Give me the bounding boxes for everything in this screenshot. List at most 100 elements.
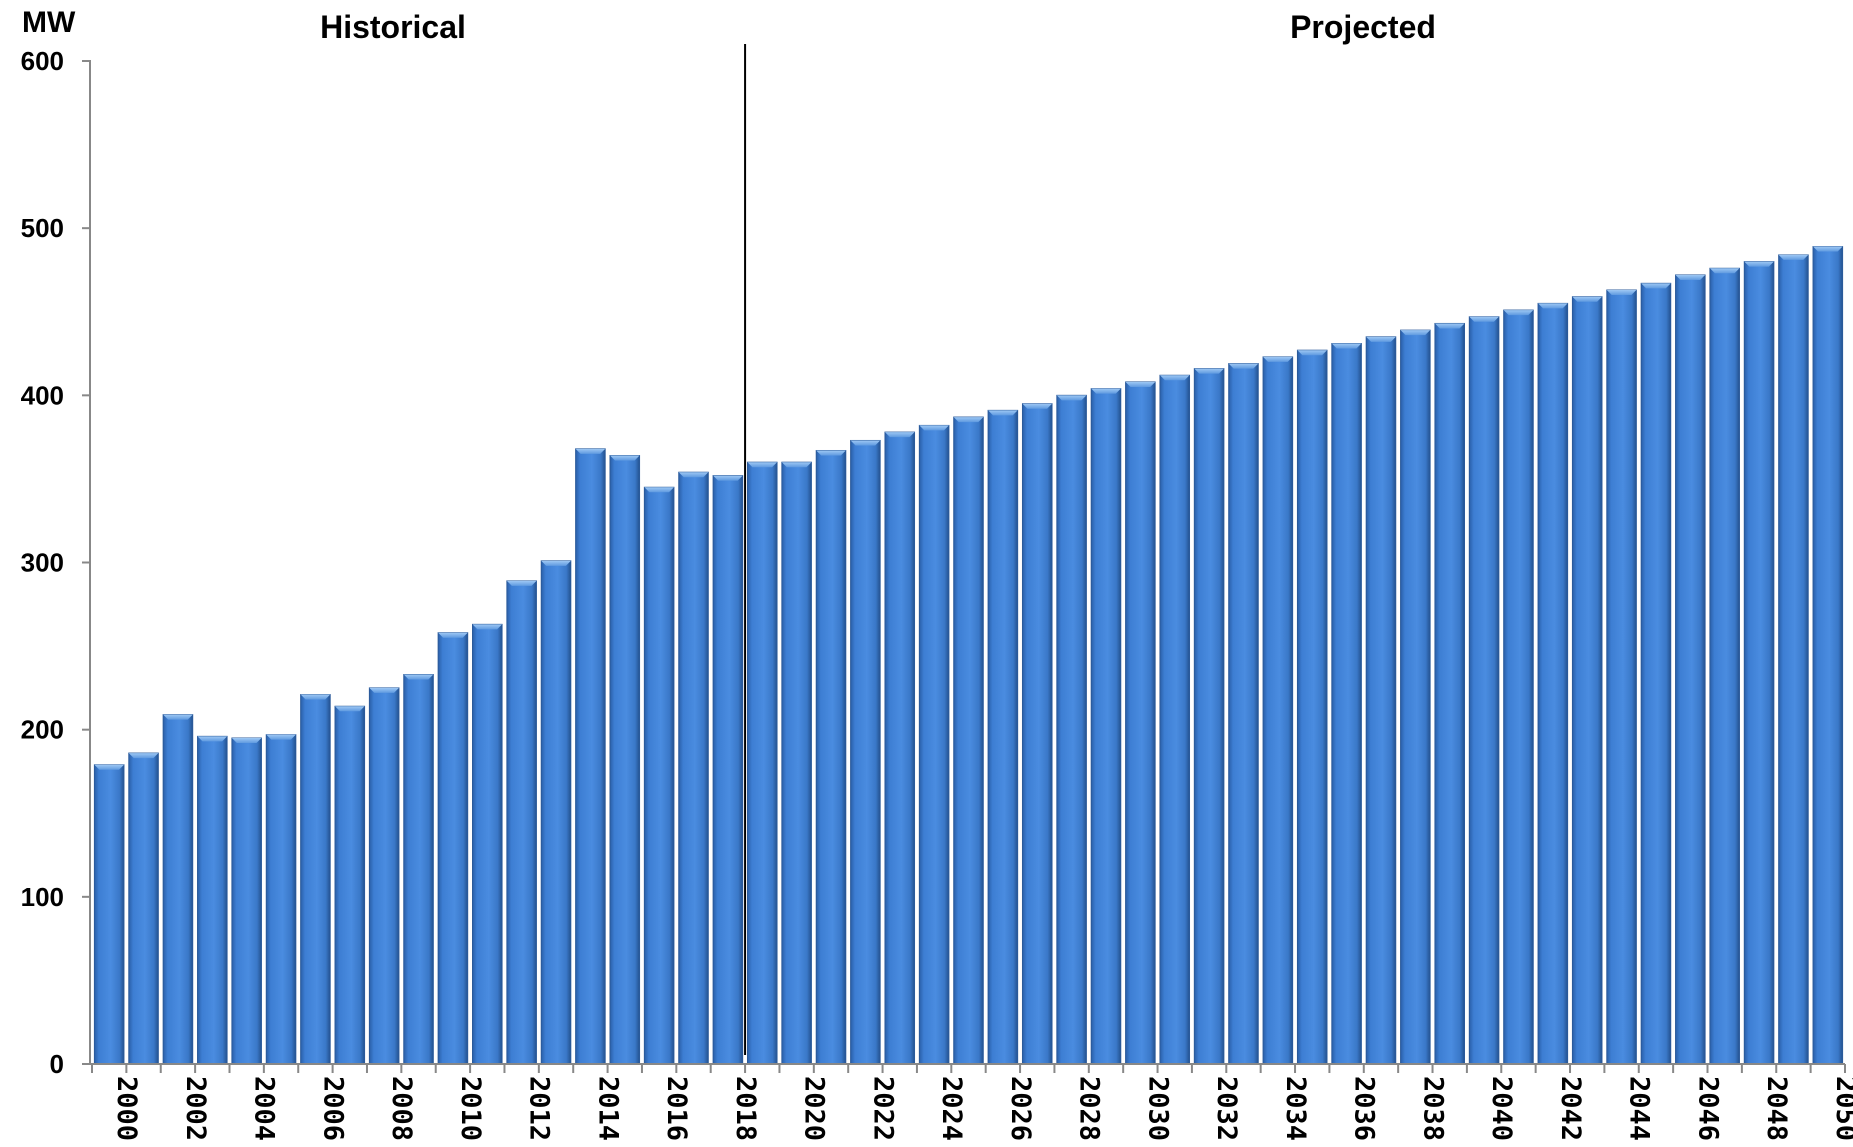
bar-cap [1091, 388, 1121, 394]
bar-body [1537, 302, 1569, 1065]
bar-2026 [987, 409, 1019, 1065]
bar-body [1640, 282, 1672, 1065]
bar-cap [472, 624, 503, 630]
bar-cap [1813, 246, 1843, 252]
bar-2028 [1056, 394, 1087, 1065]
bar-body [712, 475, 744, 1065]
bar-body [1778, 254, 1809, 1065]
bar-body [1675, 274, 1706, 1065]
x-tick-label: 2028 [1074, 1076, 1105, 1141]
bar-2014 [575, 448, 606, 1065]
bar-cap [953, 417, 984, 423]
bar-body [1090, 388, 1122, 1065]
bar-2045 [1640, 282, 1672, 1065]
bar-2043 [1571, 296, 1603, 1065]
bar-cap [919, 425, 949, 431]
bar-body [1709, 267, 1740, 1065]
y-tick-label: 400 [21, 380, 64, 410]
bar-2002 [162, 714, 194, 1065]
bar-2037 [1365, 336, 1397, 1065]
bar-2001 [128, 752, 159, 1065]
bar-2048 [1743, 261, 1775, 1065]
bar-body [953, 416, 984, 1065]
bar-cap [850, 440, 881, 446]
bar-2050 [1812, 246, 1844, 1065]
x-tick-label: 2010 [455, 1076, 486, 1141]
bar-body [987, 409, 1019, 1065]
x-tick-label: 2008 [386, 1076, 417, 1141]
bar-cap [506, 580, 537, 586]
bars-group [93, 246, 1844, 1065]
y-axis-unit-label: MW [22, 6, 76, 39]
bar-2032 [1193, 368, 1225, 1065]
bar-cap [1709, 268, 1740, 274]
bar-body [368, 687, 400, 1065]
x-tick-label: 2004 [249, 1076, 280, 1141]
bar-2015 [609, 455, 641, 1065]
y-axis-ticks: 0 100 200 300 400 500 600 [21, 46, 90, 1079]
bar-2003 [197, 735, 228, 1065]
bar-cap [678, 472, 709, 478]
x-tick-label: 2044 [1624, 1076, 1655, 1141]
bar-cap [231, 738, 262, 744]
x-tick-label: 2034 [1280, 1076, 1311, 1141]
bar-body [93, 764, 125, 1065]
bar-2034 [1262, 356, 1294, 1065]
bar-cap [1744, 261, 1774, 267]
bar-body [1296, 349, 1328, 1065]
bar-body [746, 461, 778, 1065]
bar-cap [1331, 343, 1362, 349]
bar-cap [163, 714, 193, 720]
bar-cap [94, 764, 124, 770]
bar-body [575, 448, 606, 1065]
bar-body [918, 424, 950, 1065]
y-tick-label: 0 [50, 1049, 64, 1079]
bar-body [162, 714, 194, 1065]
x-tick-label: 2024 [936, 1076, 967, 1141]
bar-cap [1297, 350, 1328, 356]
bar-body [197, 735, 228, 1065]
x-tick-label: 2002 [180, 1076, 211, 1141]
bar-cap [1675, 274, 1706, 280]
bar-cap [128, 753, 159, 759]
bar-2033 [1228, 363, 1259, 1065]
bar-body [1193, 368, 1225, 1065]
bar-2020 [781, 461, 812, 1065]
bar-cap [1503, 310, 1534, 316]
bar-2042 [1537, 302, 1569, 1065]
bar-body [678, 471, 709, 1065]
x-tick-label: 2046 [1692, 1076, 1723, 1141]
bar-body [1159, 374, 1191, 1065]
bar-cap [644, 487, 674, 493]
bar-cap [1538, 303, 1568, 309]
bar-body [1503, 309, 1534, 1065]
bar-2004 [231, 737, 262, 1065]
bar-2039 [1434, 322, 1465, 1065]
bar-cap [781, 462, 812, 468]
x-axis-ticks: 2000 2002 2004 2006 2008 2010 2012 2014 2016 2018… [91, 1064, 1853, 1141]
bar-2041 [1503, 309, 1534, 1065]
bar-2008 [368, 687, 400, 1065]
bar-body [781, 461, 812, 1065]
bar-cap [1469, 316, 1499, 322]
bar-2022 [850, 439, 881, 1065]
bar-2035 [1296, 349, 1328, 1065]
x-tick-label: 2050 [1830, 1076, 1853, 1141]
bar-2023 [884, 431, 916, 1065]
bar-2019 [746, 461, 778, 1065]
bar-cap [300, 694, 331, 700]
bar-cap [816, 450, 846, 456]
bar-cap [1125, 381, 1156, 387]
bar-body [1125, 381, 1156, 1065]
y-tick-label: 500 [21, 213, 64, 243]
y-tick-label: 300 [21, 548, 64, 578]
bar-body [1021, 403, 1053, 1065]
bar-2047 [1709, 267, 1740, 1065]
x-tick-label: 2000 [111, 1076, 142, 1141]
bar-body [1056, 394, 1087, 1065]
bar-2009 [403, 674, 434, 1065]
bar-body [1331, 343, 1362, 1065]
bar-body [1365, 336, 1397, 1065]
bar-2021 [815, 449, 847, 1065]
